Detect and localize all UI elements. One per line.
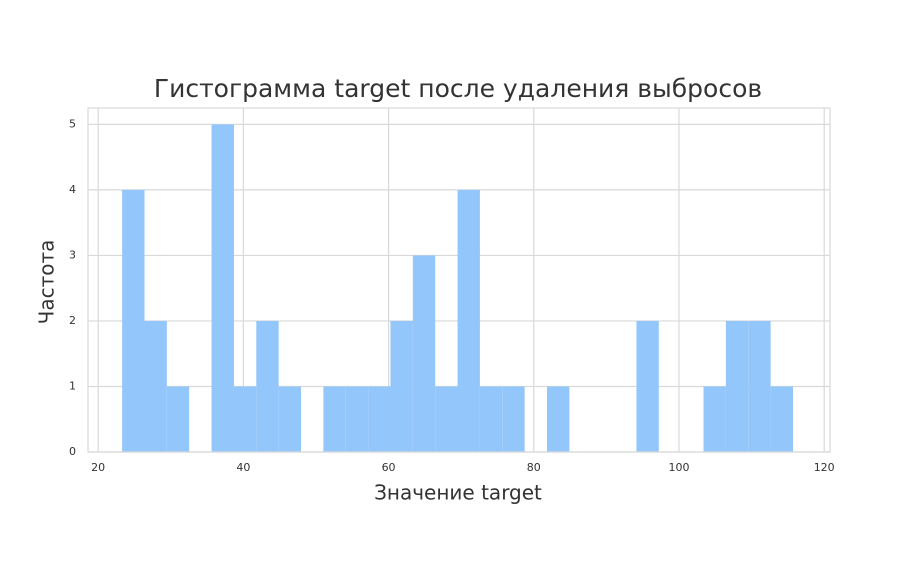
x-tick-label: 120 (814, 461, 835, 474)
x-tick-label: 100 (668, 461, 689, 474)
bar (233, 386, 257, 452)
bar (546, 386, 570, 452)
bar (166, 386, 190, 452)
bar (345, 386, 369, 452)
bar (323, 386, 346, 452)
y-tick-label: 2 (69, 314, 76, 327)
bar (368, 386, 391, 452)
bar (725, 320, 749, 452)
bar (144, 320, 167, 452)
plot-frame (87, 107, 831, 453)
x-tick-label: 20 (91, 461, 105, 474)
bar (457, 189, 480, 452)
y-tick-label: 4 (69, 183, 76, 196)
chart-title: Гистограмма target после удаления выброс… (154, 74, 762, 103)
bar (636, 320, 659, 452)
x-axis-label: Значение target (374, 481, 542, 505)
bar (256, 320, 279, 452)
bar (479, 386, 503, 452)
bar (278, 386, 302, 452)
bar (435, 386, 458, 452)
x-tick-label: 40 (236, 461, 250, 474)
y-tick-label: 5 (69, 117, 76, 130)
y-tick-label: 3 (69, 248, 76, 261)
x-tick-label: 80 (527, 461, 541, 474)
y-tick-label: 0 (69, 445, 76, 458)
bar (502, 386, 525, 452)
bar (122, 189, 145, 452)
bar (211, 124, 234, 452)
bar (412, 255, 436, 452)
bar (770, 386, 793, 452)
bar (703, 386, 726, 452)
x-tick-label: 60 (382, 461, 396, 474)
bar (390, 320, 413, 452)
bar (748, 320, 771, 452)
y-tick-label: 1 (69, 379, 76, 392)
y-axis-label: Частота (35, 240, 59, 325)
